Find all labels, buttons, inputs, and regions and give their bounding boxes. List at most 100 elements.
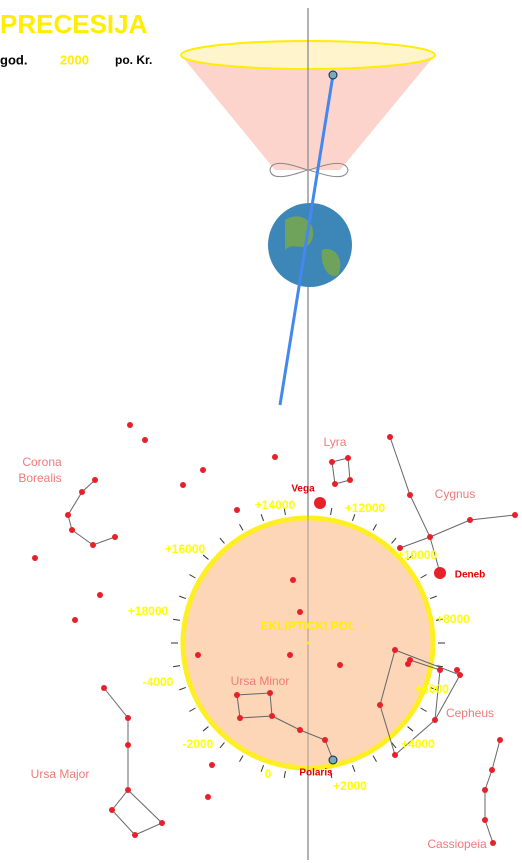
tick [430, 596, 437, 598]
star [125, 742, 131, 748]
star [387, 434, 393, 440]
tick [352, 514, 354, 521]
ecliptic-label: EKLIPTICKI POL [261, 619, 356, 633]
star [32, 555, 38, 561]
star-label: Vega [291, 484, 315, 495]
ring-label: +2000 [333, 779, 367, 793]
ring-label: +12000 [345, 501, 386, 515]
star [297, 727, 303, 733]
precession-diagram: PRECESIJA god. 2000 po. Kr. EKLIPTICKI P… [0, 0, 522, 863]
era: po. Kr. [115, 53, 152, 67]
star [97, 592, 103, 598]
star [272, 454, 278, 460]
constellation-label: Cepheus [446, 706, 494, 720]
year: 2000 [60, 52, 89, 67]
star [72, 617, 78, 623]
tick [261, 765, 263, 772]
ring-label: +14000 [255, 498, 296, 512]
star [290, 577, 296, 583]
star [234, 692, 240, 698]
ecliptic-pole [307, 642, 310, 645]
star [347, 477, 353, 483]
star [322, 737, 328, 743]
star [489, 767, 495, 773]
star [482, 817, 488, 823]
star [482, 787, 488, 793]
ring-label: +6000 [415, 682, 449, 696]
star [392, 647, 398, 653]
star [332, 481, 338, 487]
star [90, 542, 96, 548]
tick [240, 524, 244, 530]
star [234, 507, 240, 513]
star [467, 517, 473, 523]
star [205, 794, 211, 800]
star [512, 512, 518, 518]
tick [203, 727, 208, 731]
star [405, 661, 411, 667]
star [457, 672, 463, 678]
star [159, 820, 165, 826]
star-label: Deneb [455, 570, 486, 581]
star [127, 422, 133, 428]
star [142, 437, 148, 443]
ring-label: +18000 [128, 604, 169, 618]
star-label: Polaris [299, 768, 333, 779]
constellation-label: Ursa Minor [231, 674, 290, 688]
tick [220, 538, 224, 543]
tick [189, 575, 195, 579]
constellation-label: Borealis [18, 471, 61, 485]
title: PRECESIJA [0, 9, 148, 39]
ring-label: +16000 [165, 542, 206, 556]
star [65, 512, 71, 518]
deneb-star [434, 567, 446, 579]
constellation-label: Cygnus [435, 487, 476, 501]
star [329, 459, 335, 465]
star [195, 652, 201, 658]
star [200, 467, 206, 473]
ring-label: +4000 [401, 737, 435, 751]
tick [173, 666, 180, 667]
constellation-label: Corona [22, 455, 62, 469]
pole-marker [329, 71, 337, 79]
constellation-label: Ursa Major [31, 767, 90, 781]
star [437, 667, 443, 673]
polaris-star [329, 756, 337, 764]
tick [373, 756, 377, 762]
star [92, 477, 98, 483]
star [407, 492, 413, 498]
tick [240, 756, 244, 762]
tick [331, 508, 332, 515]
tick [261, 514, 263, 521]
constellation-label: Cassiopeia [427, 837, 487, 851]
star [112, 534, 118, 540]
star [132, 832, 138, 838]
star [490, 840, 496, 846]
star [269, 713, 275, 719]
star [454, 667, 460, 673]
star [337, 662, 343, 668]
star [79, 489, 85, 495]
star [69, 527, 75, 533]
tick [352, 765, 354, 772]
tick [421, 708, 427, 712]
tick [421, 575, 427, 579]
tick [179, 687, 186, 689]
vega-star [314, 497, 326, 509]
ring-label: +10000 [397, 548, 438, 562]
tick [173, 619, 180, 620]
year-prefix: god. [0, 52, 27, 67]
tick [408, 727, 413, 731]
star [377, 702, 383, 708]
star [345, 455, 351, 461]
star [287, 652, 293, 658]
star [392, 752, 398, 758]
star [267, 690, 273, 696]
star [427, 534, 433, 540]
ring-label: -4000 [143, 675, 174, 689]
ring-label: +8000 [436, 612, 470, 626]
ring-label: 0 [265, 767, 272, 781]
star [297, 609, 303, 615]
tick [284, 771, 285, 778]
ring-label: -2000 [183, 737, 214, 751]
